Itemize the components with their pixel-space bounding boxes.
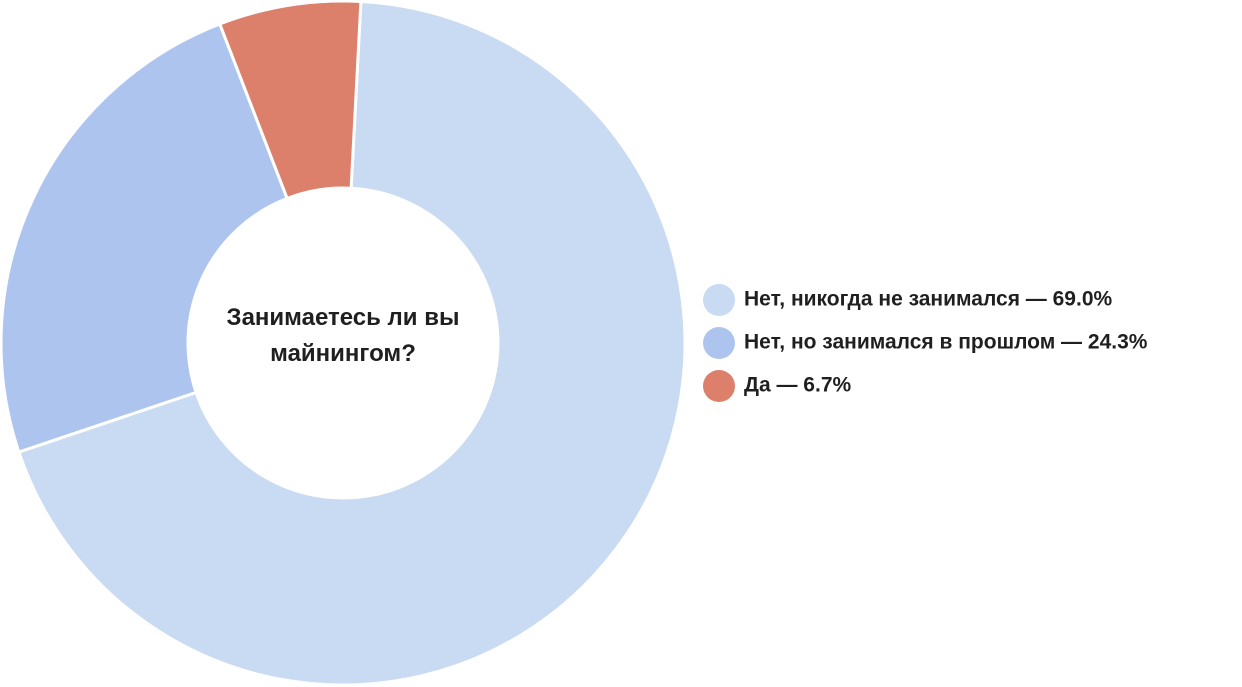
chart-title: Занимаетесь ли вы майнингом? — [226, 304, 460, 367]
donut-slice — [217, 0, 363, 201]
donut-slice — [0, 22, 290, 454]
donut-slice — [16, 0, 687, 687]
legend-label: Нет, никогда не занимался — 69.0% — [744, 288, 1112, 311]
legend-marker — [703, 327, 735, 359]
legend-label: Нет, но занимался в прошлом — 24.3% — [744, 331, 1148, 354]
legend-marker — [703, 284, 735, 316]
legend-label: Да — 6.7% — [744, 374, 852, 397]
legend-marker — [703, 370, 735, 402]
